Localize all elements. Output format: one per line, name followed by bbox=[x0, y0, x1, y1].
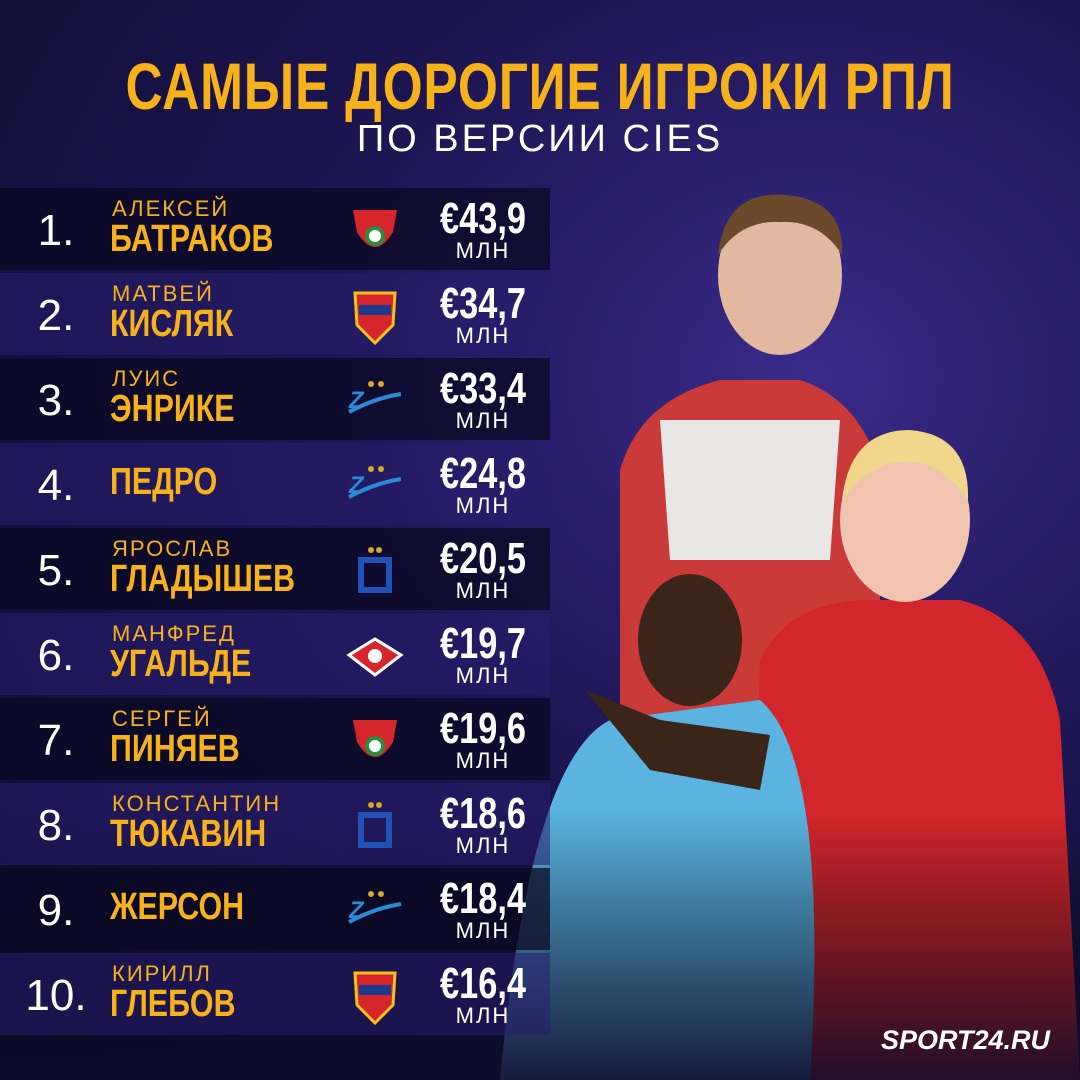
last-name: УГАЛЬДЕ bbox=[110, 643, 252, 685]
ranking-row: 5. ЯРОСЛАВ ГЛАДЫШЕВ €20,5 МЛН bbox=[0, 528, 550, 610]
brand-logo: SPORT24.RU bbox=[880, 1025, 1050, 1055]
rank: 8. bbox=[37, 801, 75, 850]
ranking-row: 2. МАТВЕЙ КИСЛЯК €34,7 МЛН bbox=[0, 273, 550, 355]
first-name: МАНФРЕД bbox=[112, 621, 236, 646]
club-emblem bbox=[358, 547, 392, 593]
rank: 1. bbox=[37, 206, 75, 255]
first-name: ЛУИС bbox=[112, 366, 181, 391]
market-value: €33,4 bbox=[440, 364, 526, 413]
market-value: €20,5 bbox=[440, 534, 526, 583]
ranking-row: 7. СЕРГЕЙ ПИНЯЕВ €19,6 МЛН bbox=[0, 698, 550, 780]
ranking-row: 8. КОНСТАНТИН ТЮКАВИН €18,6 МЛН bbox=[0, 783, 550, 865]
value-unit: МЛН bbox=[455, 748, 511, 773]
rank: 6. bbox=[37, 631, 75, 680]
market-value: €19,7 bbox=[440, 619, 526, 668]
rank: 10. bbox=[25, 971, 87, 1020]
first-name: КИРИЛЛ bbox=[112, 961, 212, 986]
rank: 5. bbox=[37, 546, 75, 595]
market-value: €43,9 bbox=[440, 194, 526, 243]
club-logo bbox=[345, 625, 405, 690]
club-emblem bbox=[358, 802, 392, 848]
market-value: €18,6 bbox=[440, 789, 526, 838]
value-unit: МЛН bbox=[455, 918, 511, 943]
rank: 9. bbox=[37, 886, 75, 935]
value-unit: МЛН bbox=[455, 238, 511, 263]
club-logo bbox=[345, 285, 405, 350]
value-unit: МЛН bbox=[455, 408, 511, 433]
last-name: ЖЕРСОН bbox=[110, 886, 245, 928]
first-name: АЛЕКСЕЙ bbox=[112, 196, 230, 221]
club-emblem: Z bbox=[348, 466, 402, 499]
last-name: ГЛЕБОВ bbox=[110, 983, 236, 1025]
club-logo bbox=[345, 710, 405, 775]
club-emblem bbox=[353, 971, 397, 1026]
club-emblem bbox=[353, 291, 397, 346]
rank: 3. bbox=[37, 376, 75, 425]
club-logo: Z bbox=[345, 880, 405, 945]
last-name: ТЮКАВИН bbox=[110, 813, 267, 855]
market-value: €24,8 bbox=[440, 449, 526, 498]
first-name: СЕРГЕЙ bbox=[112, 706, 212, 731]
club-emblem: Z bbox=[348, 891, 402, 924]
club-logo bbox=[345, 965, 405, 1030]
ranking-row: 6. МАНФРЕД УГАЛЬДЕ €19,7 МЛН bbox=[0, 613, 550, 695]
market-value: €34,7 bbox=[440, 279, 526, 328]
rank: 7. bbox=[37, 716, 75, 765]
value-unit: МЛН bbox=[455, 1003, 511, 1028]
ranking-row: 4. ПЕДРО Z €24,8 МЛН bbox=[0, 443, 550, 525]
club-emblem bbox=[353, 210, 397, 247]
ranking-row: 3. ЛУИС ЭНРИКЕ Z €33,4 МЛН bbox=[0, 358, 550, 440]
ranking-row: 1. АЛЕКСЕЙ БАТРАКОВ €43,9 МЛН bbox=[0, 188, 550, 270]
value-unit: МЛН bbox=[455, 323, 511, 348]
ranking-row: 10. КИРИЛЛ ГЛЕБОВ €16,4 МЛН bbox=[0, 953, 550, 1035]
club-emblem bbox=[353, 720, 397, 757]
last-name: ЭНРИКЕ bbox=[110, 388, 235, 430]
subtitle: ПО ВЕРСИИ CIES bbox=[356, 118, 724, 160]
market-value: €18,4 bbox=[440, 874, 526, 923]
value-unit: МЛН bbox=[455, 578, 511, 603]
last-name: ПЕДРО bbox=[110, 461, 218, 503]
club-emblem: Z bbox=[348, 381, 402, 414]
club-emblem bbox=[346, 637, 404, 677]
title: САМЫЕ ДОРОГИЕ ИГРОКИ РПЛ bbox=[125, 49, 955, 123]
last-name: БАТРАКОВ bbox=[110, 218, 274, 260]
last-name: ПИНЯЕВ bbox=[110, 728, 240, 770]
market-value: €16,4 bbox=[440, 959, 526, 1008]
rank: 2. bbox=[37, 291, 75, 340]
value-unit: МЛН bbox=[455, 493, 511, 518]
club-logo bbox=[345, 200, 405, 265]
first-name: МАТВЕЙ bbox=[112, 281, 214, 306]
club-logo bbox=[345, 795, 405, 860]
club-logo: Z bbox=[345, 455, 405, 520]
first-name: ЯРОСЛАВ bbox=[112, 536, 233, 561]
last-name: КИСЛЯК bbox=[110, 303, 234, 345]
first-name: КОНСТАНТИН bbox=[112, 791, 282, 816]
value-unit: МЛН bbox=[455, 833, 511, 858]
club-logo bbox=[345, 540, 405, 605]
market-value: €19,6 bbox=[440, 704, 526, 753]
ranking-row: 9. ЖЕРСОН Z €18,4 МЛН bbox=[0, 868, 550, 950]
last-name: ГЛАДЫШЕВ bbox=[110, 558, 296, 600]
club-logo: Z bbox=[345, 370, 405, 435]
value-unit: МЛН bbox=[455, 663, 511, 688]
rank: 4. bbox=[37, 461, 75, 510]
